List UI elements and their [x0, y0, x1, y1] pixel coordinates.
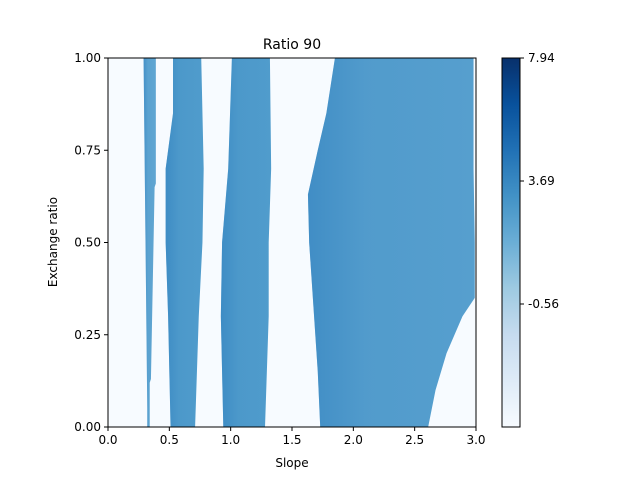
y-tick-label: 1.00 [74, 51, 101, 65]
colorbar [501, 57, 521, 428]
heatmap-region-shading-2 [165, 58, 204, 427]
y-axis-label: Exchange ratio [46, 197, 60, 287]
y-tick-label: 0.00 [74, 420, 101, 434]
heatmap-region-shading-3 [220, 58, 272, 427]
x-tick-label: 0.0 [98, 433, 117, 447]
x-tick-label: 1.5 [282, 433, 301, 447]
heatmap-region-shading-4 [307, 58, 475, 427]
x-tick-label: 0.5 [160, 433, 179, 447]
colorbar-tick-label: -0.56 [528, 297, 559, 311]
x-tick-label: 1.0 [221, 433, 240, 447]
x-tick-label: 3.0 [466, 433, 485, 447]
x-tick-label: 2.0 [344, 433, 363, 447]
x-axis-label: Slope [275, 456, 308, 470]
y-axis-ticks: 0.00 0.25 0.50 0.75 1.00 [74, 51, 108, 434]
colorbar-tick-label: 7.94 [528, 51, 555, 65]
x-tick-label: 2.5 [405, 433, 424, 447]
heatmap-regions [143, 58, 475, 427]
y-tick-label: 0.50 [74, 236, 101, 250]
colorbar-ticks: 7.94 3.69 -0.56 [520, 51, 559, 311]
y-tick-label: 0.75 [74, 143, 101, 157]
y-tick-label: 0.25 [74, 328, 101, 342]
colorbar-tick-label: 3.69 [528, 174, 555, 188]
x-axis-ticks: 0.0 0.5 1.0 1.5 2.0 2.5 3.0 [98, 427, 486, 447]
chart-title: Ratio 90 [263, 37, 321, 53]
heatmap-region-shading-1 [143, 58, 156, 427]
